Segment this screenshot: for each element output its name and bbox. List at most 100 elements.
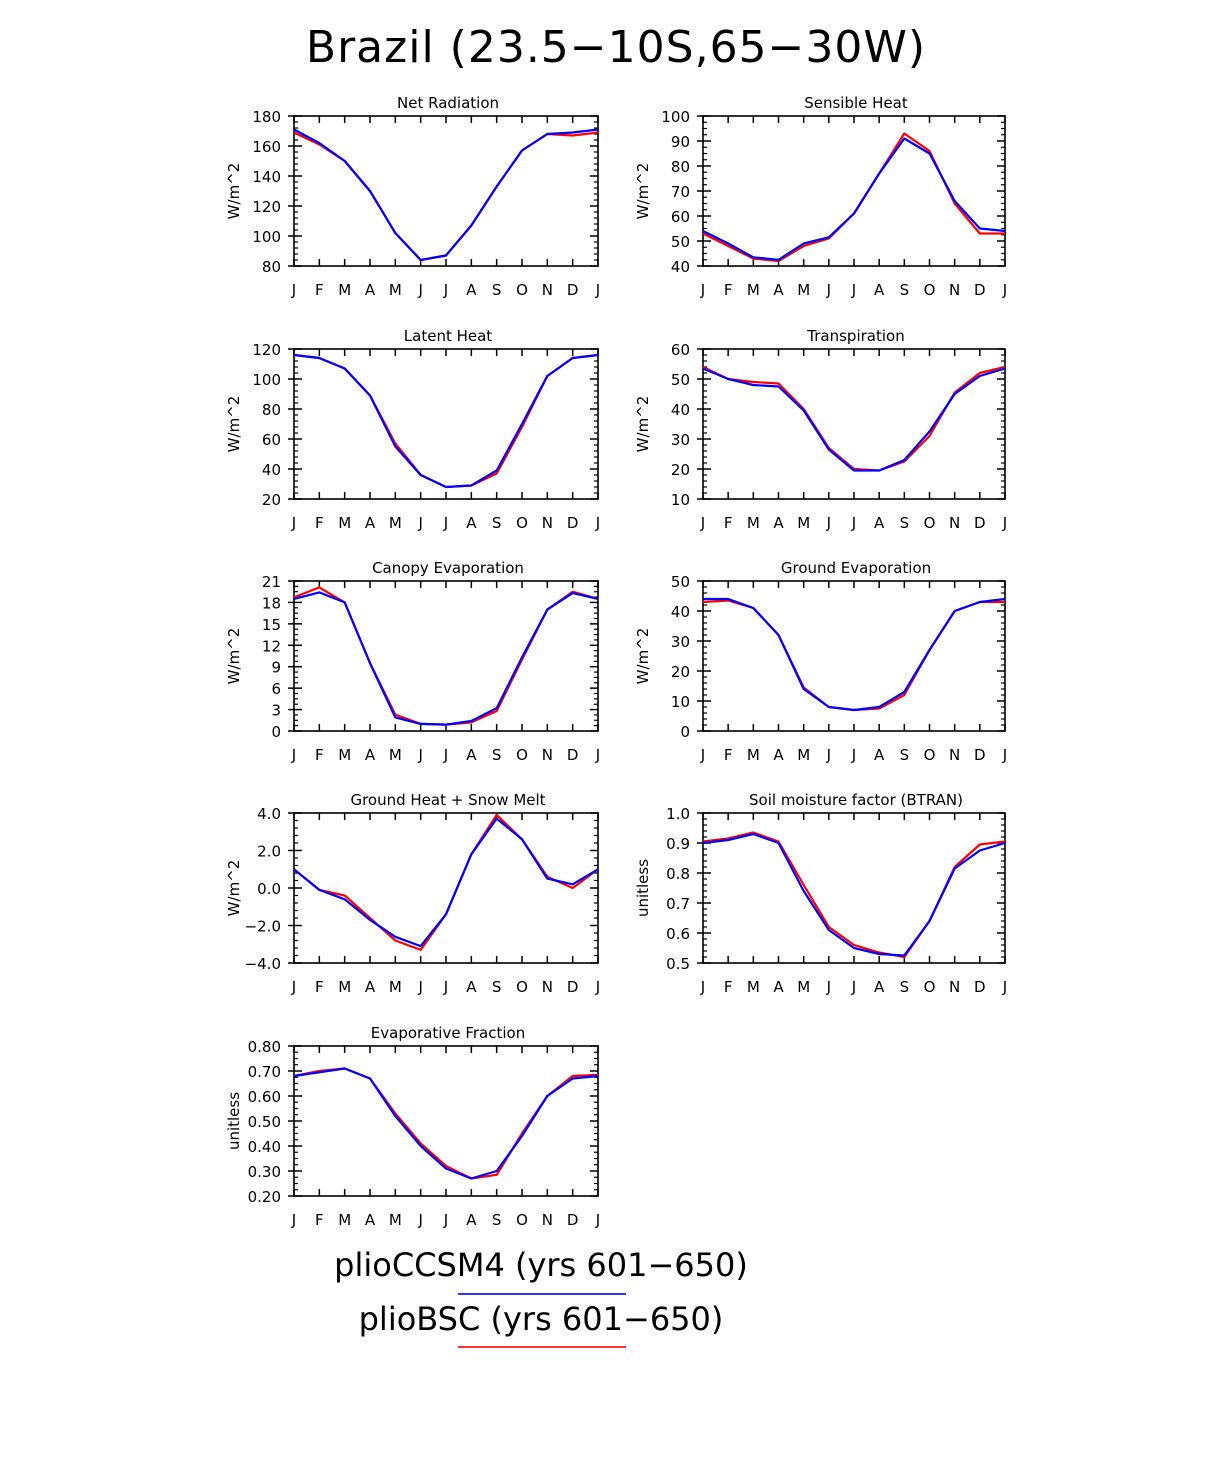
series-line-plioccsm4-yrs-601-650 <box>293 1067 599 1180</box>
y-tick-label: 9 <box>271 659 281 677</box>
x-tick-label: J <box>291 978 296 996</box>
y-tick-label: 60 <box>262 431 281 449</box>
page-title: Brazil (23.5−10S,65−30W) <box>305 22 927 73</box>
x-tick-label: S <box>900 978 910 996</box>
y-tick-label: 120 <box>252 198 281 216</box>
x-tick-label: S <box>900 281 910 299</box>
x-tick-label: A <box>466 1211 477 1229</box>
x-tick-label: A <box>874 978 885 996</box>
y-tick-label: 18 <box>262 594 281 612</box>
x-tick-label: J <box>417 1211 422 1229</box>
x-tick-label: F <box>315 514 324 532</box>
x-tick-label: A <box>365 281 376 299</box>
x-tick-label: O <box>516 514 528 532</box>
x-tick-label: J <box>851 514 856 532</box>
plot-frame <box>702 580 1006 732</box>
chart-transpiration: J F M A M J J A S O N D J102030405060TranspirationW/… <box>634 327 1007 532</box>
series-line-pliobsc-yrs-601-650 <box>293 131 599 262</box>
x-tick-label: J <box>443 514 448 532</box>
x-tick-label: J <box>700 514 705 532</box>
series-line-plioccsm4-yrs-601-650 <box>703 597 1006 712</box>
x-tick-label: J <box>417 746 422 764</box>
x-tick-label: M <box>747 281 760 299</box>
x-tick-label: J <box>851 281 856 299</box>
x-tick-label: S <box>492 514 502 532</box>
y-tick-label: 20 <box>671 461 690 479</box>
y-tick-label: 160 <box>252 138 281 156</box>
x-tick-label: M <box>389 514 402 532</box>
y-tick-label: 50 <box>671 233 690 251</box>
x-tick-label: J <box>826 746 831 764</box>
y-tick-label: 80 <box>262 401 281 419</box>
y-tick-label: 21 <box>262 573 281 591</box>
y-tick-label: 40 <box>671 258 690 276</box>
x-tick-label: J <box>443 746 448 764</box>
x-tick-label: A <box>466 978 477 996</box>
series-line-plioccsm4-yrs-601-650 <box>293 353 599 489</box>
y-axis-label: W/m^2 <box>634 163 652 220</box>
x-tick-label: N <box>949 978 960 996</box>
y-axis-label: unitless <box>225 1092 243 1150</box>
x-tick-label: F <box>315 978 324 996</box>
y-tick-label: 12 <box>262 637 281 655</box>
y-tick-label: 80 <box>262 258 281 276</box>
x-tick-label: M <box>338 514 351 532</box>
x-tick-label: M <box>797 514 810 532</box>
x-tick-label: A <box>466 514 477 532</box>
x-tick-label: J <box>417 978 422 996</box>
x-tick-label: J <box>595 1211 600 1229</box>
x-tick-label: N <box>949 514 960 532</box>
x-tick-label: J <box>700 281 705 299</box>
x-tick-label: J <box>700 746 705 764</box>
panel-title: Ground Evaporation <box>781 559 931 577</box>
y-tick-label: 40 <box>671 603 690 621</box>
panel-title: Net Radiation <box>397 94 499 112</box>
x-tick-label: A <box>365 978 376 996</box>
y-axis-label: W/m^2 <box>225 163 243 220</box>
x-tick-label: M <box>747 978 760 996</box>
y-tick-label: 30 <box>671 431 690 449</box>
x-tick-label: O <box>924 281 936 299</box>
x-tick-label: J <box>417 514 422 532</box>
y-tick-label: 0.7 <box>666 895 690 913</box>
x-tick-label: M <box>389 746 402 764</box>
series-line-plioccsm4-yrs-601-650 <box>702 137 1006 261</box>
panel-title: Canopy Evaporation <box>372 559 524 577</box>
x-tick-label: F <box>315 281 324 299</box>
y-tick-label: 20 <box>262 491 281 509</box>
y-tick-label: 6 <box>271 680 281 698</box>
y-tick-label: 0.5 <box>666 955 690 973</box>
x-tick-label: M <box>747 514 760 532</box>
y-tick-label: 50 <box>671 371 690 389</box>
y-axis-label: unitless <box>634 859 652 917</box>
x-tick-label: S <box>492 281 502 299</box>
x-tick-label: J <box>1002 746 1007 764</box>
x-tick-label: A <box>874 746 885 764</box>
y-tick-label: −4.0 <box>245 955 281 973</box>
y-tick-label: 10 <box>671 693 690 711</box>
y-tick-label: 15 <box>262 616 281 634</box>
x-tick-label: D <box>974 978 986 996</box>
y-tick-label: 1.0 <box>666 805 690 823</box>
legend-label-pliobsc: plioBSC (yrs 601−650) <box>358 1300 724 1338</box>
x-tick-label: O <box>516 281 528 299</box>
x-tick-label: J <box>826 514 831 532</box>
y-tick-label: 0 <box>680 723 690 741</box>
x-tick-label: S <box>492 746 502 764</box>
x-tick-label: A <box>773 281 784 299</box>
y-tick-label: 0.40 <box>248 1138 281 1156</box>
plot-frame <box>293 115 599 267</box>
x-tick-label: O <box>924 978 936 996</box>
legend-line-pliobsc <box>458 1346 626 1348</box>
y-tick-label: 3 <box>271 702 281 720</box>
y-tick-label: 70 <box>671 183 690 201</box>
y-tick-label: 30 <box>671 633 690 651</box>
x-tick-label: M <box>338 281 351 299</box>
x-tick-label: D <box>567 1211 579 1229</box>
series-line-plioccsm4-yrs-601-650 <box>293 128 599 262</box>
x-tick-label: N <box>542 514 553 532</box>
x-tick-label: A <box>773 978 784 996</box>
y-tick-label: 40 <box>262 461 281 479</box>
x-tick-label: A <box>874 514 885 532</box>
x-tick-label: M <box>389 281 402 299</box>
